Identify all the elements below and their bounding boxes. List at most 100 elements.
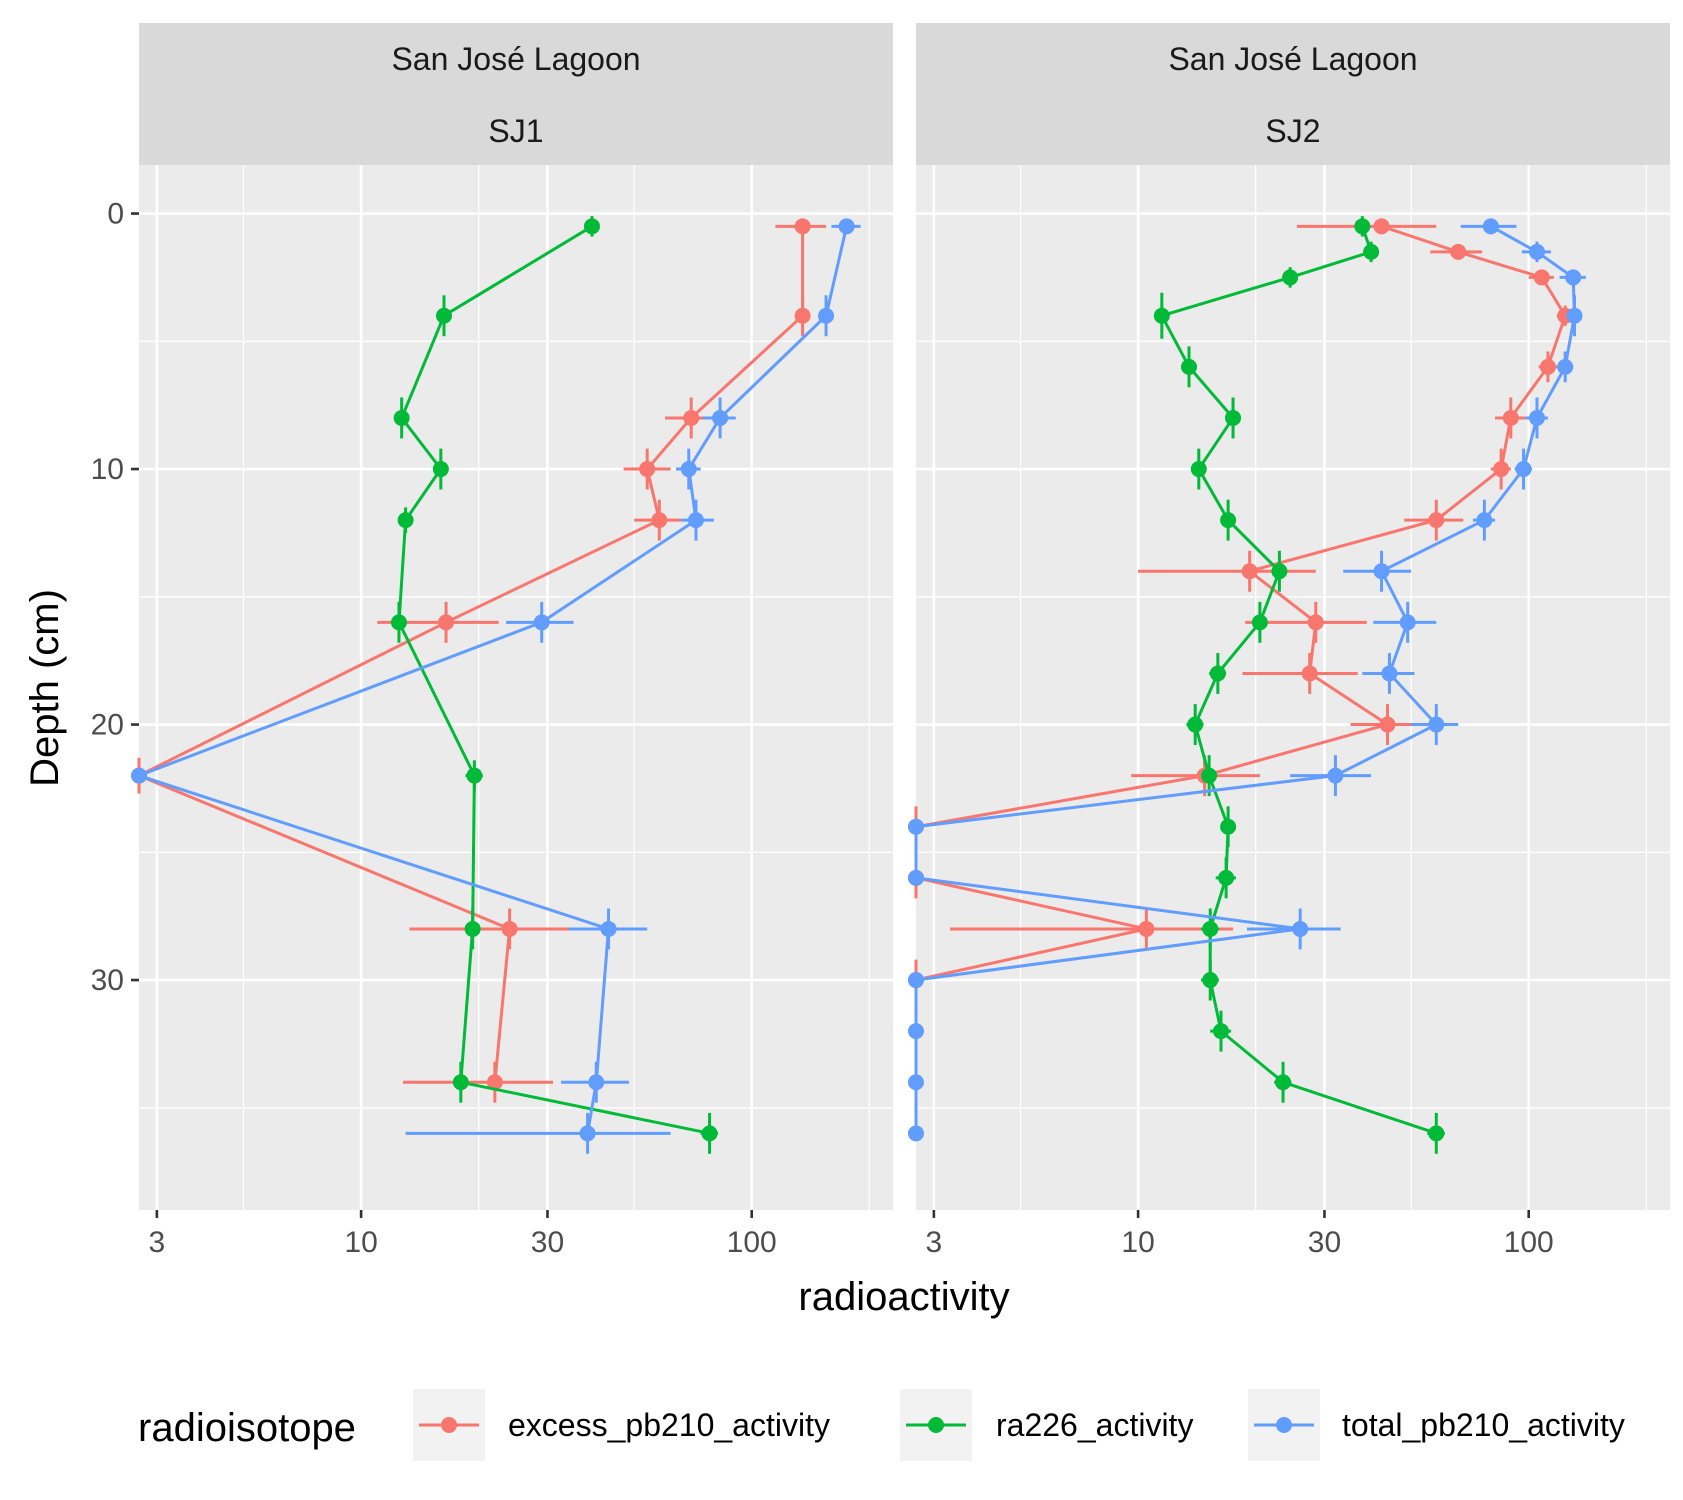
data-point [1428,1125,1445,1142]
data-point [131,767,147,784]
legend-label: excess_pb210_activity [508,1407,830,1443]
data-point [908,1074,924,1091]
x-axis: 3 10 30 100 3 10 30 100 [149,1210,1554,1259]
legend-title: radioisotope [138,1406,356,1450]
y-tick-label: 0 [107,198,124,231]
data-point [908,972,924,989]
data-point [1251,614,1268,631]
legend-key-point [441,1417,457,1433]
data-point [1399,614,1416,631]
x-tick-label: 30 [531,1226,564,1259]
data-point [1292,920,1309,937]
data-point [908,869,924,886]
data-point [680,461,697,478]
legend-label: total_pb210_activity [1342,1407,1625,1443]
series-sj1 [131,216,861,1154]
data-point [701,1125,718,1142]
data-point [1528,409,1545,426]
y-axis: 0 10 20 30 [91,198,139,997]
data-point [1379,716,1396,733]
data-point [435,307,452,324]
data-point [1187,716,1204,733]
data-point [1282,269,1299,286]
data-point [651,512,668,529]
data-point [838,218,855,235]
strip-bottom-label: SJ2 [1265,113,1320,149]
strip-top-label: San José Lagoon [1168,41,1417,77]
data-point [583,218,600,235]
data-point [1381,665,1398,682]
data-point [639,461,656,478]
series-excess_pb210_activity [131,218,827,1103]
data-point [501,920,518,937]
series-line [134,225,849,1134]
y-tick-label: 30 [91,964,124,997]
x-tick-label: 10 [344,1226,377,1259]
data-point [486,1074,503,1091]
data-point [687,512,704,529]
data-point [1209,665,1226,682]
data-point [908,818,924,835]
data-point [1476,512,1493,529]
legend-label: ra226_activity [996,1407,1193,1443]
series-ra226_activity [390,216,719,1154]
data-point [1241,563,1258,580]
series-total_pb210_activity [131,218,861,1154]
plot-panel-sj2 [916,165,1670,1210]
data-point [1138,920,1155,937]
legend-item-excess_pb210_activity: excess_pb210_activity [413,1389,830,1461]
y-tick-label: 20 [91,709,124,742]
data-point [1201,767,1218,784]
series-line [914,224,1577,1134]
x-axis-title: radioactivity [798,1275,1009,1319]
data-point [1275,1074,1292,1091]
data-point [1493,461,1510,478]
data-point [1354,218,1371,235]
data-point [1565,269,1582,286]
data-point [1482,218,1499,235]
data-point [1307,614,1324,631]
panel-sj2: San José Lagoon SJ2 [908,23,1670,1210]
data-point [1528,243,1545,260]
data-point [1220,512,1237,529]
data-point [1557,358,1574,375]
x-tick-label: 3 [149,1226,166,1259]
data-point [579,1125,596,1142]
series-ra226_activity [1153,216,1445,1154]
data-point [600,920,617,937]
data-point [683,409,700,426]
data-point [1220,818,1237,835]
data-point [1218,869,1235,886]
data-point [438,614,455,631]
grid-sj2 [916,165,1670,1210]
data-point [1450,243,1467,260]
data-point [1363,243,1380,260]
data-point [1202,972,1219,989]
data-point [1515,461,1532,478]
data-point [466,767,483,784]
data-point [1566,307,1583,324]
x-tick-label: 3 [926,1226,943,1259]
plot-panel-sj1 [139,165,893,1210]
data-point [1153,307,1170,324]
data-point [452,1074,469,1091]
data-point [397,512,414,529]
data-point [1212,1023,1229,1040]
series-sj2 [908,216,1586,1154]
data-point [1327,767,1344,784]
strip-bottom-label: SJ1 [488,113,543,149]
x-tick-label: 100 [1504,1226,1554,1259]
data-point [794,307,811,324]
strip-top-sj1 [139,23,893,93]
data-point [1428,716,1445,733]
data-point [1301,665,1318,682]
strip-bottom-sj1 [139,93,893,165]
panel-sj1: San José Lagoon SJ1 [131,23,893,1210]
series-total_pb210_activity [908,218,1586,1142]
x-tick-label: 10 [1121,1226,1154,1259]
data-point [1373,563,1390,580]
data-point [1539,358,1556,375]
strip-top-label: San José Lagoon [391,41,640,77]
data-point [1190,461,1207,478]
data-point [533,614,550,631]
